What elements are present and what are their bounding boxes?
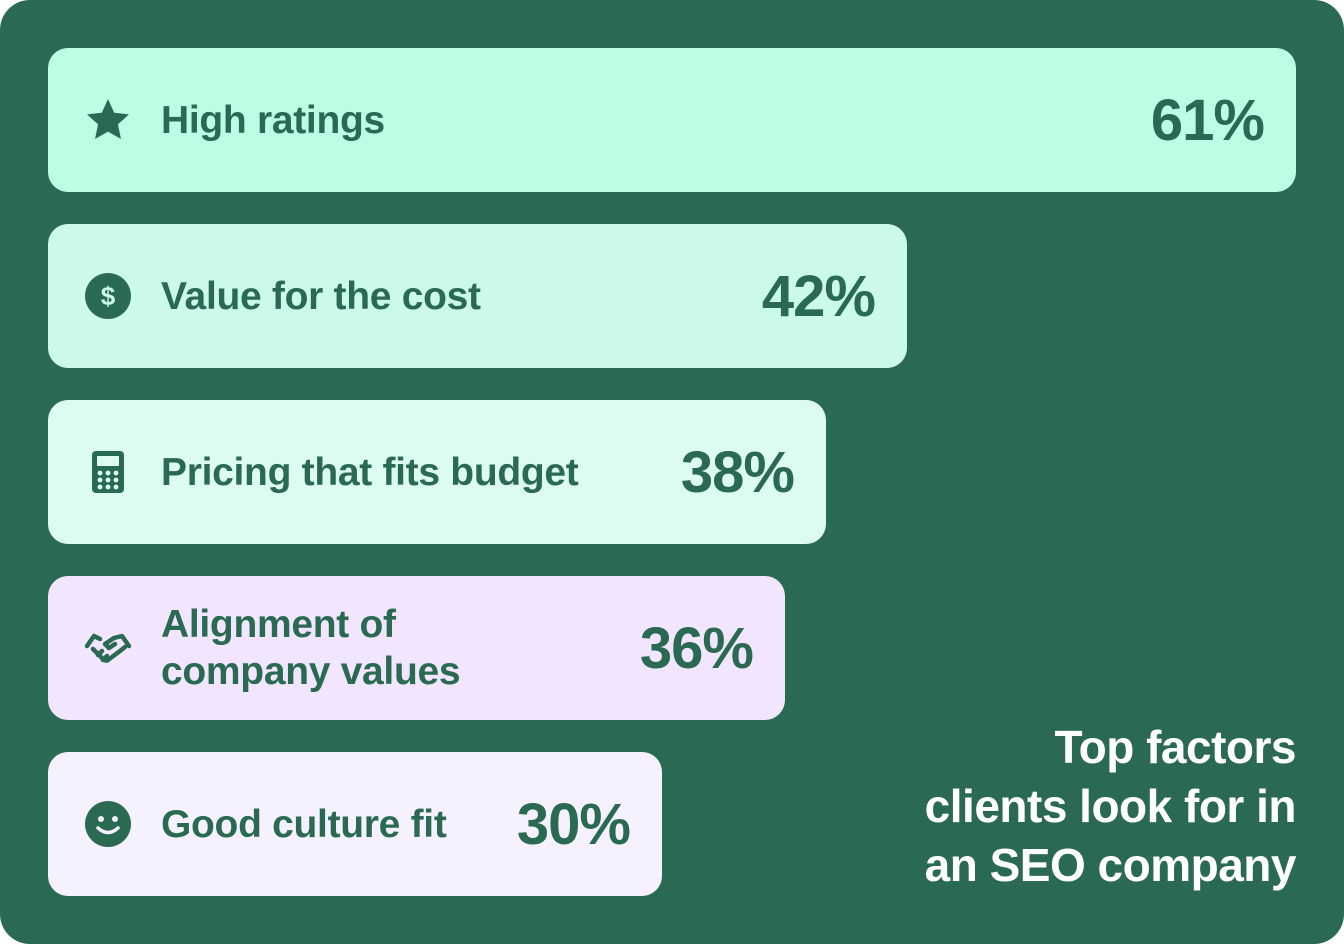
bar-high-ratings: High ratings 61%	[48, 48, 1296, 192]
bar-value: 30%	[516, 791, 631, 857]
bar-alignment-of-company-values: Alignment of company values 36%	[48, 576, 785, 720]
bar-label: High ratings	[161, 98, 385, 142]
bar-label: Good culture fit	[161, 802, 447, 846]
bar-value: 61%	[1150, 87, 1265, 153]
smiley-icon	[84, 800, 132, 848]
handshake-icon	[84, 624, 132, 672]
dollar-icon: $	[84, 272, 132, 320]
bar-value: 42%	[761, 263, 876, 329]
svg-text:$: $	[101, 281, 116, 311]
bar-value-for-the-cost: $ Value for the cost 42%	[48, 224, 907, 368]
bar-pricing-that-fits-budget: Pricing that fits budget 38%	[48, 400, 826, 544]
bar-label: Alignment of company values	[161, 603, 461, 693]
chart-title-line: an SEO company	[924, 839, 1297, 891]
bar-good-culture-fit: Good culture fit 30%	[48, 752, 662, 896]
chart-title-line: clients look for in	[924, 780, 1297, 832]
bar-value: 38%	[680, 439, 795, 505]
bar-label: Value for the cost	[161, 274, 481, 318]
bar-value: 36%	[639, 615, 754, 681]
star-icon	[84, 96, 132, 144]
chart-title-line: Top factors	[1054, 721, 1296, 773]
bar-label: Pricing that fits budget	[161, 450, 579, 494]
chart-title: Top factors clients look for in an SEO c…	[796, 718, 1297, 895]
calculator-icon	[84, 448, 132, 496]
